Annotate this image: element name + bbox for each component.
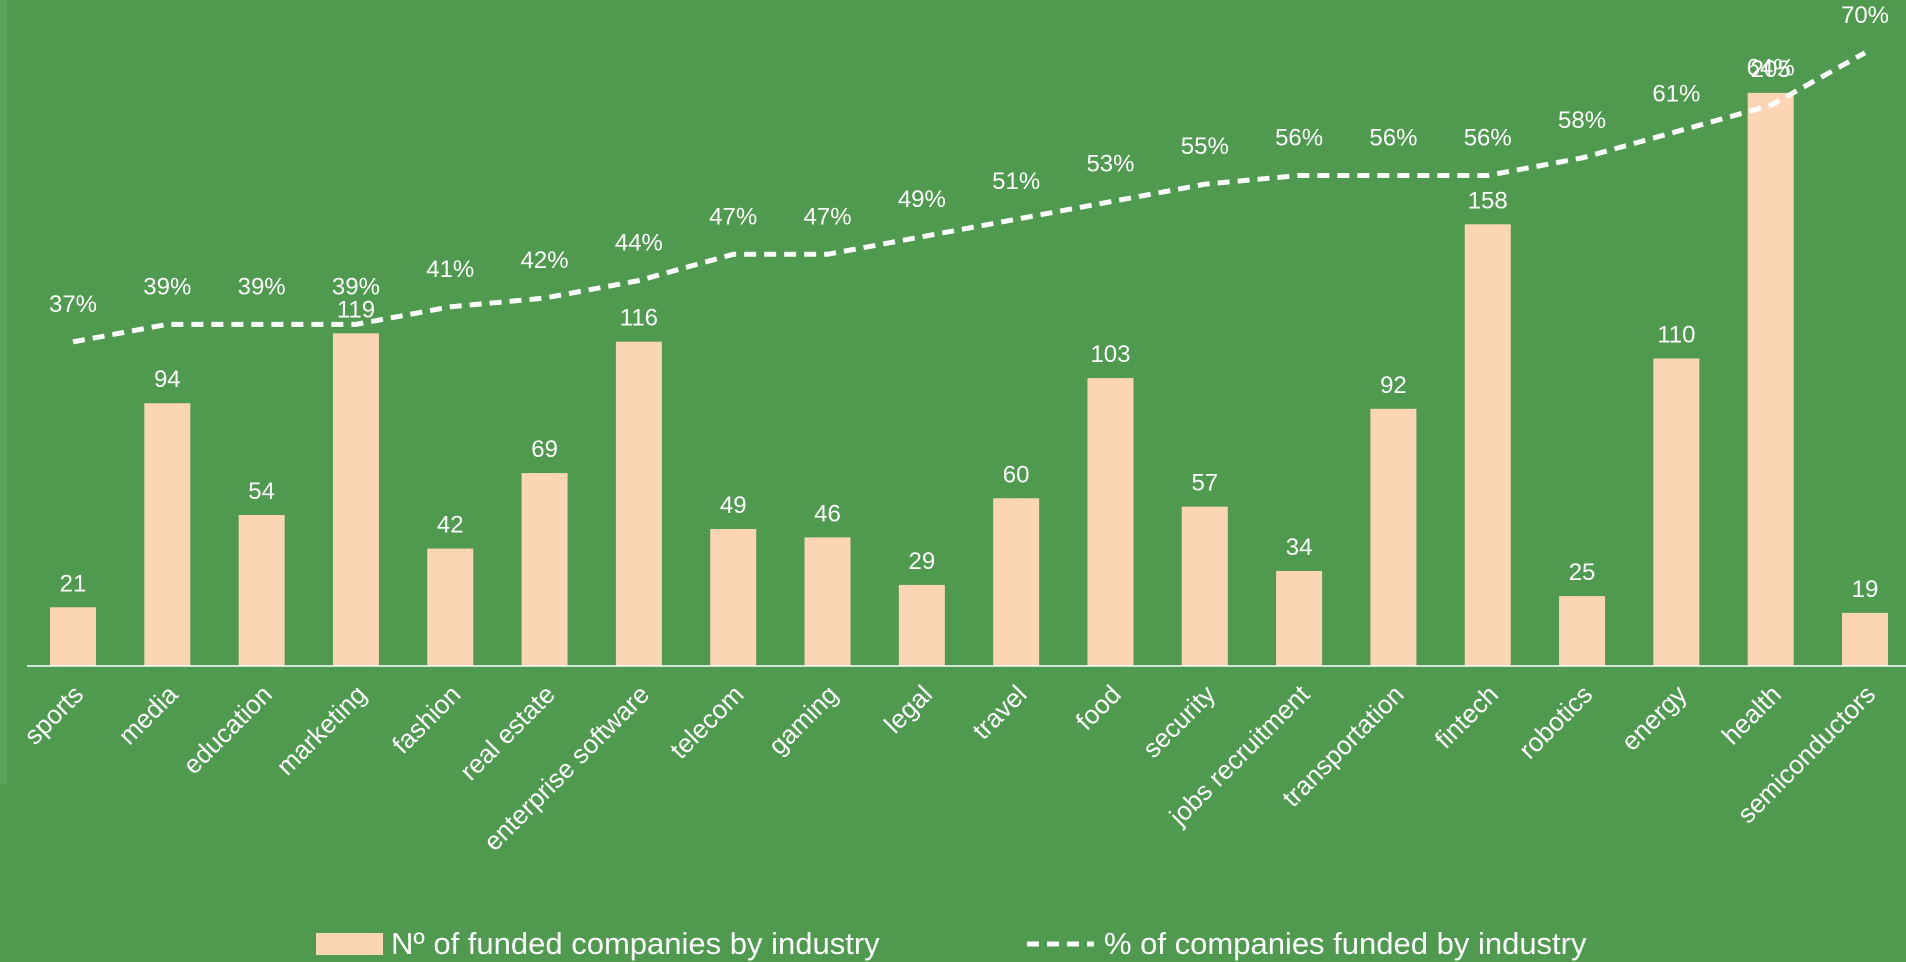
bar <box>50 607 96 666</box>
bar <box>427 548 474 666</box>
bar <box>1370 408 1417 666</box>
bar <box>1559 596 1606 666</box>
bar-value-label: 29 <box>908 548 935 575</box>
bar <box>238 515 285 666</box>
bar-value-label: 54 <box>248 478 275 505</box>
bar <box>332 333 379 666</box>
line-value-label: 47% <box>804 203 852 230</box>
bar-value-label: 103 <box>1090 341 1130 368</box>
bar-value-label: 119 <box>337 296 375 323</box>
line-value-label: 51% <box>992 168 1040 195</box>
bar-value-label: 69 <box>531 436 558 463</box>
legend-label: % of companies funded by industry <box>1104 926 1587 961</box>
line-value-label: 56% <box>1275 124 1323 151</box>
bar-value-label: 92 <box>1380 372 1407 399</box>
line-value-label: 70% <box>1841 2 1889 29</box>
bar <box>710 529 757 666</box>
bar-value-label: 158 <box>1468 187 1508 214</box>
bar <box>521 473 568 666</box>
bar-value-label: 21 <box>60 570 87 597</box>
line-value-label: 41% <box>426 256 474 283</box>
bar <box>1842 612 1888 666</box>
line-value-label: 55% <box>1181 133 1229 160</box>
line-value-label: 39% <box>332 273 380 300</box>
bar <box>804 537 851 666</box>
bar <box>1087 378 1134 666</box>
bar-value-label: 94 <box>154 366 181 393</box>
legend-label: Nº of funded companies by industry <box>391 926 880 961</box>
line <box>72 50 1867 345</box>
line-value-label: 44% <box>615 230 663 257</box>
bar <box>615 341 662 666</box>
bar-value-label: 46 <box>814 500 841 527</box>
line-value-label: 39% <box>143 273 191 300</box>
line-value-label: 39% <box>238 273 286 300</box>
line-value-label: 56% <box>1369 124 1417 151</box>
bar-value-label: 110 <box>1657 321 1695 348</box>
line-value-label: 56% <box>1464 124 1512 151</box>
line-value-label: 37% <box>49 291 97 318</box>
bar-value-label: 49 <box>720 492 747 519</box>
bar <box>144 403 191 666</box>
bar-value-label: 116 <box>620 305 658 332</box>
bar-value-label: 205 <box>1751 56 1791 83</box>
bar-value-label: 57 <box>1191 470 1218 497</box>
edge-stripe <box>0 0 7 784</box>
bar <box>1747 92 1794 667</box>
bar <box>1181 506 1228 666</box>
bar-value-label: 60 <box>1003 461 1030 488</box>
bar-value-label: 25 <box>1569 559 1596 586</box>
line-value-label: 53% <box>1086 151 1134 178</box>
bar-value-label: 42 <box>437 512 464 539</box>
bar <box>1653 358 1700 666</box>
line-value-label: 42% <box>521 247 569 274</box>
bar-value-label: 19 <box>1852 576 1879 603</box>
line-value-label: 64% <box>1747 54 1795 81</box>
bar <box>1276 570 1323 666</box>
line-value-label: 61% <box>1652 81 1700 108</box>
line-value-label: 47% <box>709 203 757 230</box>
legend-swatch <box>316 933 383 955</box>
bar <box>993 498 1040 666</box>
line-value-label: 49% <box>898 186 946 213</box>
bar <box>1464 224 1511 666</box>
line-value-label: 58% <box>1558 107 1606 134</box>
bar <box>898 584 945 666</box>
bar-value-label: 34 <box>1286 534 1313 561</box>
